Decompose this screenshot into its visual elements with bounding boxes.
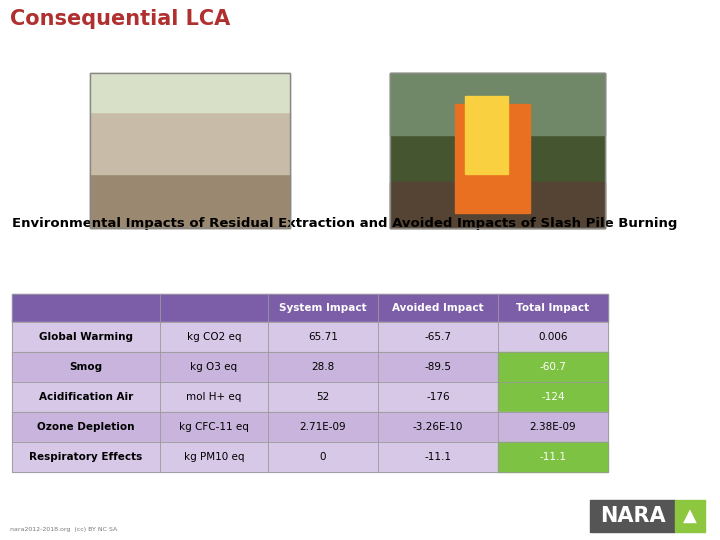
Bar: [454, 104, 530, 213]
Text: 65.71: 65.71: [308, 332, 338, 342]
Text: -65.7: -65.7: [425, 332, 451, 342]
Text: -176: -176: [426, 392, 450, 402]
Text: 0: 0: [320, 452, 326, 462]
Bar: [90, 112, 290, 174]
Bar: [12, 382, 498, 412]
Text: Consequential LCA: Consequential LCA: [10, 9, 230, 29]
Bar: [90, 73, 290, 228]
Text: nara2012-2018.org  (cc) BY NC SA: nara2012-2018.org (cc) BY NC SA: [10, 528, 117, 532]
Bar: [12, 352, 498, 382]
Text: Global Warming: Global Warming: [39, 332, 133, 342]
Text: -60.7: -60.7: [539, 362, 567, 372]
Text: 28.8: 28.8: [311, 362, 335, 372]
Text: Acidification Air: Acidification Air: [39, 392, 133, 402]
Bar: [12, 412, 498, 442]
Bar: [498, 412, 608, 442]
Text: Total Impact: Total Impact: [516, 303, 590, 313]
Text: mol H+ eq: mol H+ eq: [186, 392, 242, 402]
Text: 2.38E-09: 2.38E-09: [530, 422, 576, 432]
Bar: [90, 73, 290, 112]
Bar: [12, 294, 608, 322]
Bar: [390, 73, 605, 228]
Text: kg CFC-11 eq: kg CFC-11 eq: [179, 422, 249, 432]
Bar: [465, 96, 508, 174]
Text: kg O3 eq: kg O3 eq: [190, 362, 238, 372]
Bar: [390, 73, 605, 228]
Bar: [498, 442, 608, 472]
Bar: [12, 322, 498, 352]
Text: kg PM10 eq: kg PM10 eq: [184, 452, 244, 462]
Bar: [390, 181, 605, 228]
Text: -11.1: -11.1: [539, 452, 567, 462]
Text: 52: 52: [316, 392, 330, 402]
Text: Avoided Impact: Avoided Impact: [392, 303, 484, 313]
Text: -3.26E-10: -3.26E-10: [413, 422, 463, 432]
Bar: [675, 500, 705, 532]
Bar: [498, 352, 608, 382]
Text: Respiratory Effects: Respiratory Effects: [30, 452, 143, 462]
Text: -11.1: -11.1: [425, 452, 451, 462]
Text: Ozone Depletion: Ozone Depletion: [37, 422, 135, 432]
Bar: [12, 442, 498, 472]
Text: 0.006: 0.006: [539, 332, 568, 342]
Text: 2.71E-09: 2.71E-09: [300, 422, 346, 432]
Text: -124: -124: [541, 392, 564, 402]
Text: Environmental Impacts of Residual Extraction and Avoided Impacts of Slash Pile B: Environmental Impacts of Residual Extrac…: [12, 217, 678, 230]
Text: kg CO2 eq: kg CO2 eq: [186, 332, 241, 342]
Bar: [498, 322, 608, 352]
Text: ▲: ▲: [683, 507, 697, 525]
Bar: [90, 174, 290, 228]
Text: Smog: Smog: [69, 362, 102, 372]
Text: System Impact: System Impact: [279, 303, 366, 313]
Bar: [90, 73, 290, 228]
Bar: [390, 73, 605, 135]
Bar: [498, 382, 608, 412]
Bar: [590, 500, 675, 532]
Text: -89.5: -89.5: [425, 362, 451, 372]
Text: NARA: NARA: [600, 506, 665, 526]
